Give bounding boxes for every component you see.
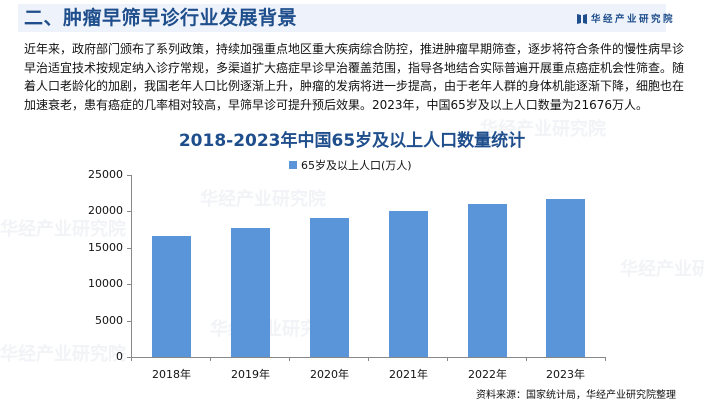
y-tick-label: 25000 [88,168,123,181]
bar-2018 [152,236,191,357]
x-tick-label: 2018年 [152,368,191,381]
watermark: 华经产业研究院 [620,259,704,280]
y-axis [131,175,132,358]
watermark: 华经产业研究院 [0,219,126,240]
x-tick-label: 2019年 [231,368,270,381]
y-tick-label: 0 [116,350,123,363]
x-tick [605,357,606,361]
legend-swatch-icon [289,161,297,169]
x-tick [526,357,527,361]
x-tick-label: 2020年 [310,368,349,381]
y-tick-label: 15000 [88,241,123,254]
source-note: 资料来源：国家统计局，华经产业研究院整理 [476,390,676,401]
bar-2021 [389,211,428,357]
body-paragraph: 近年来，政府部门颁布了系列政策，持续加强重点地区重大疾病综合防控，推进肿瘤早期筛… [24,42,685,112]
y-tick-label: 5000 [95,314,123,327]
header-band [18,4,666,32]
chart-title: 2018-2023年中国65岁及以上人口数量统计 [178,131,526,151]
bar-2019 [231,228,270,357]
y-tick [127,321,131,322]
chart-legend: 65岁及以上人口(万人) [289,157,412,173]
x-tick-label: 2022年 [468,368,507,381]
legend-label: 65岁及以上人口(万人) [301,159,412,172]
x-tick [131,357,132,361]
brand-name: 华经产业研究院 [591,14,676,25]
brand-logo-icon [577,13,587,24]
x-tick [447,357,448,361]
x-tick [210,357,211,361]
y-tick [127,284,131,285]
y-tick [127,175,131,176]
y-tick-label: 20000 [88,204,123,217]
bar-2023 [546,199,585,357]
y-tick-label: 10000 [88,277,123,290]
y-tick [127,248,131,249]
watermark: 华经产业研究院 [200,189,326,210]
brand: 华经产业研究院 [577,11,675,25]
page-title: 二、肿瘤早筛早诊行业发展背景 [24,7,298,29]
y-tick [127,357,131,358]
x-tick [289,357,290,361]
bar-2020 [310,218,349,357]
x-tick [368,357,369,361]
x-tick-label: 2023年 [546,368,585,381]
x-tick-label: 2021年 [389,368,428,381]
bar-2022 [468,204,507,357]
y-tick [127,211,131,212]
